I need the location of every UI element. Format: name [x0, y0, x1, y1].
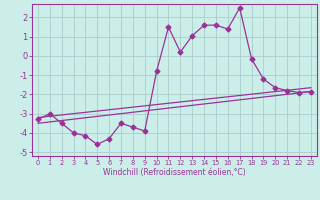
X-axis label: Windchill (Refroidissement éolien,°C): Windchill (Refroidissement éolien,°C): [103, 168, 246, 177]
